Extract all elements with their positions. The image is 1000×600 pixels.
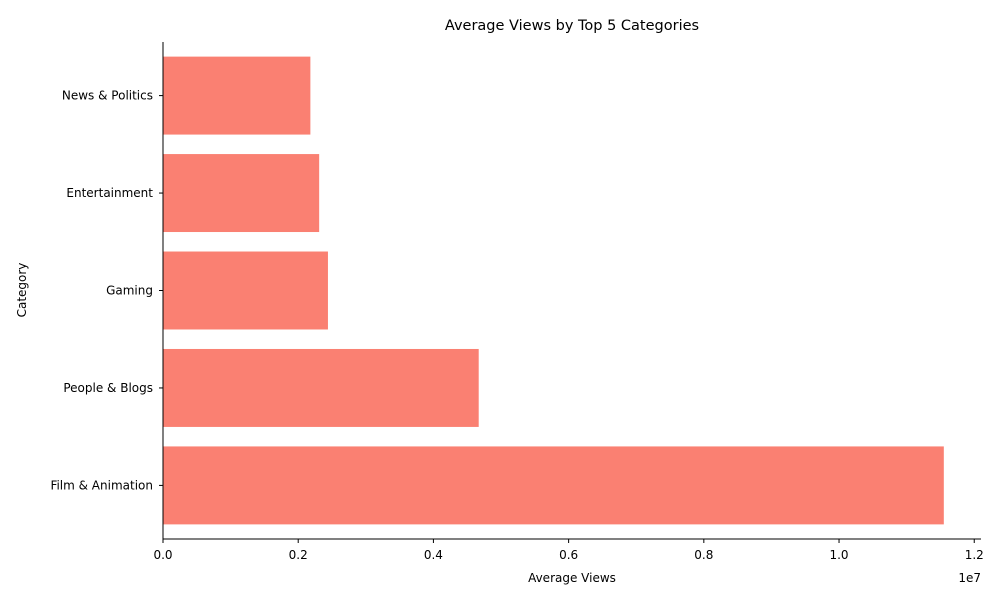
y-axis-ticks: Film & Animation People & Blogs Gaming Ente… <box>50 89 163 492</box>
y-tick-label: News & Politics <box>62 89 153 103</box>
x-tick-label: 0.8 <box>694 548 713 562</box>
x-axis-ticks: 0.0 0.2 0.4 0.6 0.8 1.0 1.2 <box>153 539 984 562</box>
y-tick-label: Gaming <box>106 284 153 298</box>
bar-entertainment <box>163 154 320 233</box>
y-tick-label: Film & Animation <box>50 478 153 492</box>
bar-film-animation <box>163 446 944 525</box>
x-tick-label: 1.0 <box>829 548 848 562</box>
x-tick-label: 0.6 <box>559 548 578 562</box>
x-tick-label: 0.4 <box>424 548 443 562</box>
y-axis-title: Category <box>15 263 29 318</box>
x-axis-title: Average Views <box>528 571 616 585</box>
bars-group <box>163 56 944 525</box>
bar-news-politics <box>163 56 311 135</box>
x-tick-label: 0.2 <box>289 548 308 562</box>
bar-people-blogs <box>163 348 479 427</box>
y-tick-label: People & Blogs <box>63 381 153 395</box>
x-axis-offset-label: 1e7 <box>958 571 981 585</box>
chart-title: Average Views by Top 5 Categories <box>445 18 699 34</box>
bar-gaming <box>163 251 328 330</box>
y-tick-label: Entertainment <box>66 186 153 200</box>
x-tick-label: 1.2 <box>965 548 984 562</box>
x-tick-label: 0.0 <box>153 548 172 562</box>
